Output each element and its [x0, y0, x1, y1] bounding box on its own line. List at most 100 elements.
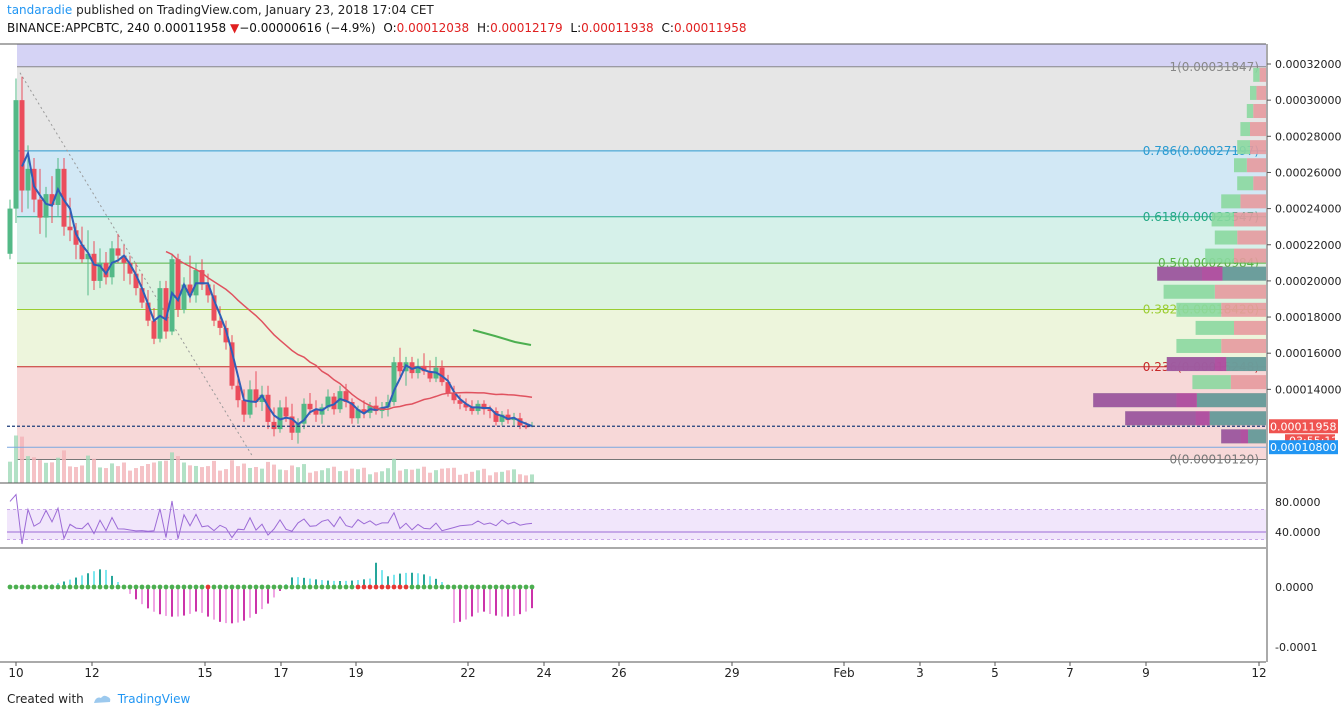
time-tick-label: 12: [84, 666, 99, 680]
candle-body: [361, 409, 367, 413]
candle-body: [349, 402, 355, 419]
macd-signal-dot: [433, 584, 439, 590]
fib-zone: [17, 366, 1266, 460]
candle-body: [457, 400, 463, 404]
volume-bar: [74, 467, 78, 483]
candle-body: [145, 302, 151, 321]
vp-buy-bar: [1246, 103, 1254, 118]
macd-signal-dot: [349, 584, 355, 590]
macd-signal-dot: [421, 584, 427, 590]
candle-body: [283, 407, 289, 417]
tradingview-link[interactable]: TradingView: [117, 692, 191, 706]
vp-buy-bar: [1211, 212, 1234, 227]
vp-buy-bar: [1237, 140, 1250, 155]
candle-body: [13, 100, 19, 209]
volume-bar: [188, 465, 192, 483]
candle-body: [163, 288, 169, 332]
macd-signal-dot: [481, 584, 487, 590]
vp-buy-bar: [1240, 122, 1250, 137]
vp-poc-bar: [1093, 393, 1197, 408]
volume-bar: [380, 471, 384, 483]
volume-bar: [296, 467, 300, 483]
volume-bars: [8, 435, 534, 483]
volume-bar: [530, 474, 534, 483]
vp-poc-bar: [1226, 357, 1266, 372]
fib-level-label: 0.786(0.00027197): [1143, 144, 1259, 158]
macd-signal-dot: [427, 584, 433, 590]
macd-signal-dot: [211, 584, 217, 590]
macd-signal-dot: [49, 584, 55, 590]
macd-tick-label: -0.0001: [1275, 641, 1317, 654]
last-price: 0.00011958: [153, 21, 227, 35]
down-arrow-icon: ▼: [229, 21, 240, 35]
price-tick-label: 0.00020000: [1275, 275, 1341, 288]
candle-body: [469, 407, 475, 412]
macd-signal-dot: [469, 584, 475, 590]
macd-signal-dot: [337, 584, 343, 590]
volume-bar: [386, 468, 390, 483]
macd-signal-dot: [79, 584, 85, 590]
candle-body: [175, 259, 181, 310]
macd-signal-dot: [445, 584, 451, 590]
fib-zone: [17, 263, 1266, 310]
candle-body: [505, 414, 511, 421]
vp-sell-bar: [1250, 140, 1266, 155]
volume-bar: [110, 463, 114, 483]
macd-signal-dot: [325, 584, 331, 590]
price-tick-label: 0.00032000: [1275, 58, 1341, 71]
macd-signal-dot: [253, 584, 259, 590]
macd-signal-dot: [361, 584, 367, 590]
volume-bar: [254, 467, 258, 483]
macd-signal-dot: [193, 584, 199, 590]
volume-bar: [50, 462, 54, 483]
macd-signal-dot: [55, 584, 61, 590]
time-tick-label: 17: [273, 666, 288, 680]
fib-zone: [17, 216, 1266, 264]
candle-body: [115, 248, 121, 256]
macd-signal-dot: [301, 584, 307, 590]
macd-signal-dot: [235, 584, 241, 590]
footer: Created with TradingView: [7, 692, 190, 706]
volume-bar: [356, 469, 360, 483]
vp-buy-bar: [1221, 194, 1241, 209]
vp-buy-bar: [1195, 320, 1234, 335]
volume-bar: [104, 468, 108, 483]
macd-signal-dot: [187, 584, 193, 590]
vp-sell-bar: [1240, 194, 1266, 209]
candle-body: [487, 409, 493, 412]
candle-body: [223, 327, 229, 343]
chart-attribution: tandaradie published on TradingView.com,…: [7, 3, 434, 17]
volume-bar: [350, 468, 354, 483]
vp-sell-bar: [1221, 338, 1266, 353]
volume-bar: [314, 471, 318, 483]
author-name[interactable]: tandaradie: [7, 3, 73, 17]
macd-signal-dot: [331, 584, 337, 590]
last-price-badge: [1269, 419, 1338, 434]
candle-body: [415, 365, 421, 374]
macd-signal-dot: [307, 584, 313, 590]
fib-top-band: [17, 44, 1266, 67]
macd-signal-dot: [121, 584, 127, 590]
vp-poc-bar: [1166, 357, 1227, 372]
candle-body: [85, 253, 91, 260]
volume-bar: [428, 472, 432, 483]
macd-signal-dot: [355, 584, 361, 590]
candle-body: [451, 392, 457, 401]
macd-signal-dot: [169, 584, 175, 590]
macd-signal-dot: [163, 584, 169, 590]
candle-body: [355, 409, 361, 419]
time-axis[interactable]: 10 12 15 17 19 22 24 26 29 Feb 3 5 7 9 12: [8, 662, 1267, 680]
volume-bar: [500, 471, 504, 483]
candle-body: [73, 230, 79, 245]
macd-signal-dot: [139, 584, 145, 590]
vp-sell-bar: [1234, 212, 1266, 227]
volume-bar: [200, 467, 204, 483]
volume-bar: [8, 461, 12, 483]
candle-body: [43, 194, 49, 218]
price-axis[interactable]: 0.00032000 0.00030000 0.00028000 0.00026000…: [0, 43, 1341, 663]
macd-signal-dot: [439, 584, 445, 590]
macd-signal-dot: [67, 584, 73, 590]
candle-body: [55, 168, 61, 205]
time-tick-label: 29: [724, 666, 739, 680]
